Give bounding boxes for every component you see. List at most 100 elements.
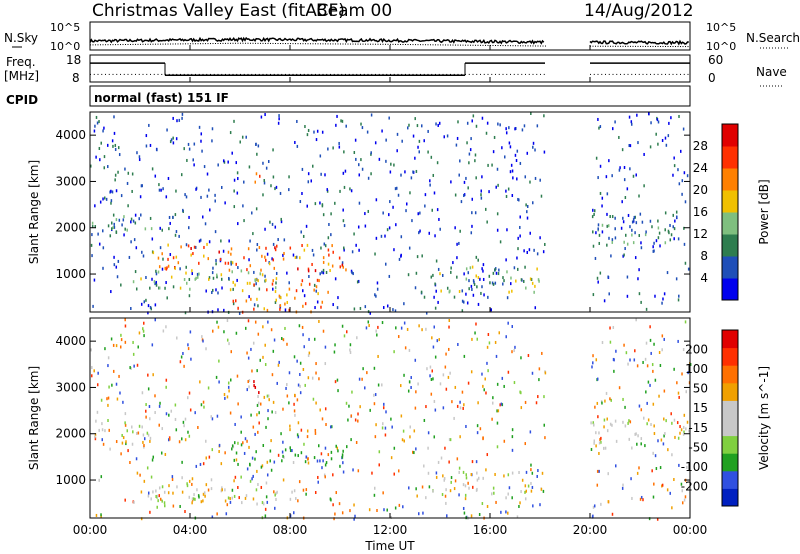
echo-cell bbox=[176, 485, 178, 489]
echo-cell bbox=[668, 121, 670, 125]
echo-cell bbox=[320, 305, 322, 309]
echo-cell bbox=[496, 445, 499, 449]
echo-cell bbox=[206, 172, 209, 176]
nsearch-point bbox=[217, 42, 219, 44]
nsearch-point bbox=[225, 42, 226, 44]
echo-cell bbox=[508, 290, 510, 294]
echo-cell bbox=[304, 125, 306, 129]
echo-cell bbox=[634, 231, 636, 235]
echo-cell bbox=[644, 444, 646, 448]
echo-cell bbox=[620, 226, 623, 230]
echo-cell bbox=[335, 123, 337, 127]
nsearch-point bbox=[125, 44, 126, 46]
echo-cell bbox=[593, 441, 595, 445]
echo-cell bbox=[637, 434, 639, 438]
echo-cell bbox=[157, 270, 160, 274]
echo-cell bbox=[630, 477, 632, 481]
colorbar-tick-label: -50 bbox=[688, 440, 708, 454]
echo-cell bbox=[139, 195, 142, 199]
echo-cell bbox=[654, 454, 657, 458]
nsearch-point bbox=[432, 44, 434, 46]
echo-cell bbox=[598, 126, 600, 130]
echo-cell bbox=[482, 437, 484, 441]
echo-cell bbox=[358, 248, 360, 252]
echo-cell bbox=[503, 155, 506, 159]
echo-cell bbox=[227, 261, 230, 265]
nave-point bbox=[408, 73, 410, 75]
echo-cell bbox=[622, 420, 624, 424]
echo-cell bbox=[681, 179, 684, 183]
echo-cell bbox=[483, 293, 485, 297]
echo-cell bbox=[212, 329, 214, 333]
echo-cell bbox=[404, 346, 407, 350]
echo-cell bbox=[593, 423, 595, 427]
echo-cell bbox=[243, 256, 245, 260]
echo-cell bbox=[228, 239, 230, 243]
echo-cell bbox=[384, 433, 387, 437]
nave-point bbox=[620, 73, 621, 75]
echo-cell bbox=[132, 430, 134, 434]
echo-cell bbox=[158, 404, 161, 408]
echo-cell bbox=[126, 181, 129, 185]
echo-cell bbox=[224, 261, 227, 265]
echo-cell bbox=[349, 348, 351, 352]
echo-cell bbox=[248, 295, 250, 299]
nsearch-point bbox=[130, 43, 131, 45]
echo-cell bbox=[253, 303, 256, 307]
echo-cell bbox=[164, 452, 167, 456]
colorbar-segment bbox=[722, 347, 738, 366]
echo-cell bbox=[369, 311, 372, 315]
echo-cell bbox=[496, 228, 499, 232]
nsearch-point bbox=[425, 44, 426, 46]
echo-cell bbox=[400, 384, 402, 388]
echo-cell bbox=[419, 229, 421, 233]
echo-cell bbox=[176, 119, 178, 123]
echo-cell bbox=[606, 429, 609, 433]
echo-cell bbox=[421, 328, 423, 332]
echo-cell bbox=[234, 422, 236, 426]
echo-cell bbox=[368, 324, 370, 328]
echo-cell bbox=[526, 250, 529, 254]
echo-cell bbox=[429, 374, 431, 378]
echo-cell bbox=[429, 365, 432, 369]
echo-cell bbox=[202, 462, 205, 466]
date-label: 14/Aug/2012 bbox=[584, 1, 694, 21]
echo-cell bbox=[136, 151, 138, 155]
echo-cell bbox=[331, 244, 333, 248]
echo-cell bbox=[324, 345, 327, 349]
echo-cell bbox=[124, 412, 127, 416]
echo-cell bbox=[503, 439, 506, 443]
echo-cell bbox=[350, 414, 353, 418]
echo-cell bbox=[471, 337, 473, 341]
echo-cell bbox=[136, 471, 139, 475]
nave-point bbox=[131, 73, 133, 75]
echo-cell bbox=[210, 487, 213, 491]
echo-cell bbox=[448, 438, 451, 442]
echo-cell bbox=[492, 282, 495, 286]
echo-cell bbox=[237, 462, 239, 466]
nsearch-point bbox=[162, 43, 164, 45]
nsearch-point bbox=[435, 44, 436, 46]
echo-cell bbox=[364, 386, 366, 390]
echo-cell bbox=[670, 233, 673, 237]
echo-cell bbox=[595, 444, 597, 448]
echo-cell bbox=[294, 413, 296, 417]
echo-cell bbox=[527, 484, 530, 488]
echo-cell bbox=[203, 405, 205, 409]
echo-cell bbox=[211, 127, 214, 131]
echo-cell bbox=[104, 347, 106, 351]
echo-cell bbox=[351, 390, 353, 394]
nave-tick-0: 0 bbox=[708, 71, 716, 85]
echo-cell bbox=[184, 417, 187, 421]
nave-point bbox=[506, 73, 508, 75]
nsearch-point bbox=[227, 42, 229, 44]
nave-point bbox=[101, 73, 103, 75]
echo-cell bbox=[400, 254, 402, 258]
echo-cell bbox=[195, 187, 197, 191]
echo-cell bbox=[530, 468, 532, 472]
echo-cell bbox=[596, 483, 599, 487]
nsearch-point bbox=[270, 42, 271, 44]
echo-cell bbox=[311, 248, 314, 252]
echo-cell bbox=[122, 436, 125, 440]
echo-cell bbox=[269, 449, 272, 453]
